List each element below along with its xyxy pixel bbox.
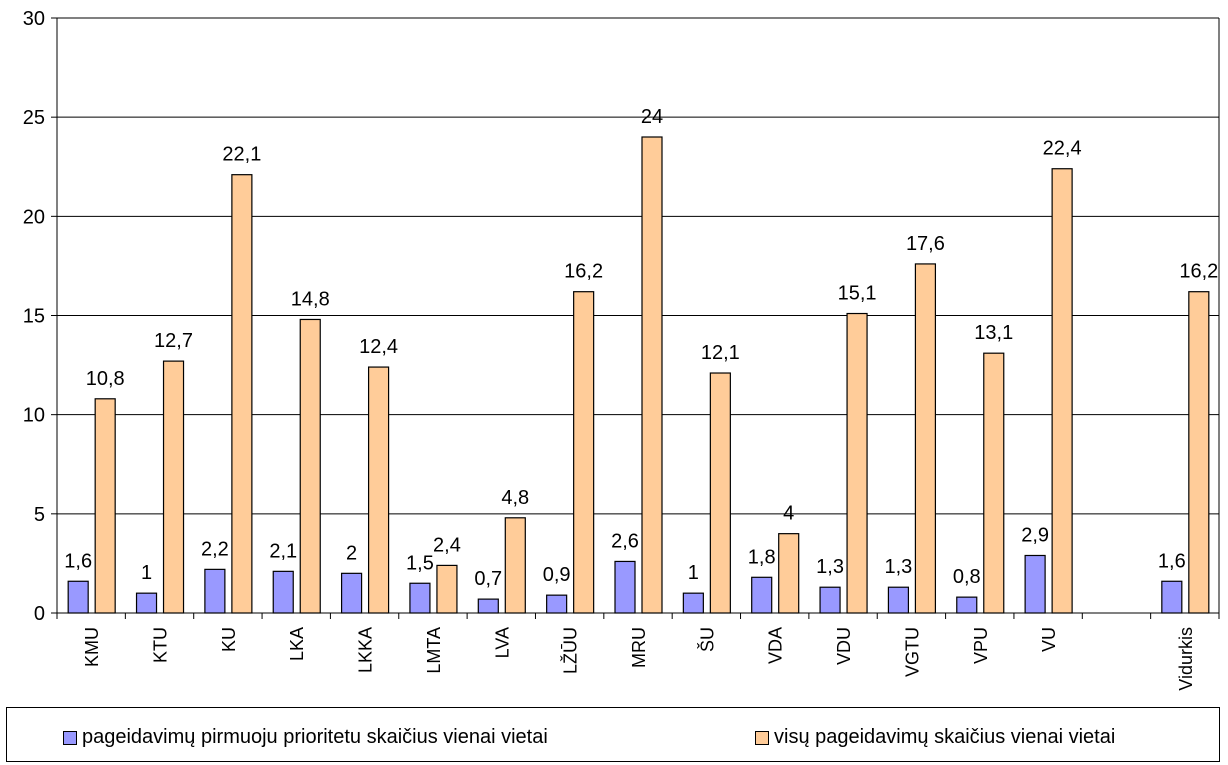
bar-s1-14	[1024, 554, 1046, 614]
data-label-s1-3: 2,1	[269, 540, 297, 562]
data-label-s2-2: 22,1	[222, 144, 261, 166]
bar-s2-9	[709, 372, 731, 614]
data-label-s2-13: 13,1	[974, 322, 1013, 344]
data-label-s2-5: 2,4	[433, 534, 461, 556]
data-label-s1-12: 1,3	[885, 556, 913, 578]
data-label-s2-16: 16,2	[1179, 261, 1218, 283]
bar-s2-14	[1051, 168, 1073, 614]
data-label-s2-1: 12,7	[154, 330, 193, 352]
x-tick-label-8: MRU	[629, 627, 649, 668]
bar-s1-6	[477, 598, 499, 614]
x-tick-label-5: LMTA	[424, 627, 444, 674]
x-tick-label-11: VDU	[834, 627, 854, 665]
data-label-s1-1: 1	[141, 562, 152, 584]
bar-s2-4	[367, 366, 390, 614]
bar-s2-0	[94, 398, 116, 614]
bar-s2-11	[846, 312, 868, 614]
bar-s2-5	[436, 564, 458, 614]
bar-s1-11	[819, 586, 841, 614]
legend-label-series-2: visų pageidavimų skaičius vienai vietai	[774, 726, 1116, 748]
bar-s1-9	[682, 592, 704, 614]
bar-s1-1	[135, 592, 158, 614]
y-tick-label-0: 0	[34, 603, 45, 625]
bar-s2-3	[299, 318, 321, 614]
bar-s2-6	[504, 517, 526, 614]
data-label-s1-9: 1	[688, 562, 699, 584]
bar-s2-7	[573, 291, 595, 614]
data-label-s1-2: 2,2	[201, 538, 229, 560]
bar-s2-2	[231, 174, 253, 614]
bar-s2-12	[914, 263, 937, 614]
bar-s1-3	[272, 570, 294, 614]
x-tick-label-4: LKKA	[356, 627, 376, 673]
data-label-s1-10: 1,8	[748, 546, 776, 568]
bar-s1-5	[409, 582, 431, 614]
bar-s1-10	[751, 576, 773, 614]
y-tick-label-5: 25	[23, 107, 45, 129]
y-tick-label-4: 20	[23, 206, 45, 228]
data-label-s2-9: 12,1	[701, 342, 740, 364]
bar-s1-16	[1161, 580, 1183, 614]
bar-chart: 0 5 10 15 20 25 30 1,6 1 2,2 2,1 2 1,5 0,7 0,9 2,6 1 1,8 1…	[23, 8, 1220, 691]
data-label-s1-13: 0,8	[953, 566, 981, 588]
legend-swatch-series-2	[755, 730, 769, 745]
data-label-s1-4: 2	[346, 542, 357, 564]
data-label-s2-11: 15,1	[838, 283, 877, 305]
x-tick-label-6: LVA	[492, 627, 512, 658]
bar-s1-8	[614, 560, 636, 614]
data-label-s2-6: 4,8	[501, 487, 529, 509]
data-label-s2-0: 10,8	[86, 368, 125, 390]
y-tick-label-1: 5	[34, 504, 45, 526]
y-tick-label-2: 10	[23, 405, 45, 427]
x-tick-label-1: KTU	[151, 627, 171, 663]
x-tick-label-13: VPU	[971, 627, 991, 664]
bar-s2-8	[641, 136, 663, 614]
bar-s1-7	[546, 594, 568, 614]
x-tick-label-14: VU	[1039, 627, 1059, 652]
legend-swatch-series-1	[63, 730, 77, 745]
bar-s1-13	[956, 596, 978, 614]
bar-s1-2	[204, 568, 226, 614]
data-label-s2-10: 4	[783, 503, 794, 525]
bar-s1-12	[887, 586, 910, 614]
bar-s2-10	[778, 533, 800, 614]
data-label-s2-4: 12,4	[359, 336, 398, 358]
x-tick-label-3: LKA	[287, 627, 307, 661]
data-label-s2-3: 14,8	[291, 288, 330, 310]
x-tick-label-0: KMU	[82, 627, 102, 667]
legend-item-series-2: visų pageidavimų skaičius vienai vietai	[755, 726, 1115, 749]
legend-item-series-1: pageidavimų pirmuoju prioritetu skaičius…	[63, 726, 548, 749]
data-label-s1-6: 0,7	[474, 568, 502, 590]
data-label-s1-0: 1,6	[64, 550, 92, 572]
y-tick-label-6: 30	[23, 8, 45, 30]
data-label-s1-8: 2,6	[611, 530, 639, 552]
bar-s2-16	[1188, 291, 1210, 614]
data-label-s1-7: 0,9	[543, 564, 571, 586]
x-tick-label-16: Vidurkis	[1176, 627, 1196, 691]
x-tick-label-12: VGTU	[902, 627, 922, 677]
chart-legend: pageidavimų pirmuoju prioritetu skaičius…	[6, 707, 1220, 762]
data-label-s1-14: 2,9	[1021, 524, 1049, 546]
data-label-s2-14: 22,4	[1043, 138, 1082, 160]
legend-label-series-1: pageidavimų pirmuoju prioritetu skaičius…	[82, 726, 548, 748]
bar-s2-13	[983, 352, 1005, 614]
bar-s2-1	[162, 360, 185, 614]
x-tick-label-9: ŠU	[696, 627, 717, 652]
data-label-s1-11: 1,3	[816, 556, 844, 578]
bar-s1-4	[340, 572, 363, 614]
y-tick-label-3: 15	[23, 306, 45, 328]
x-tick-label-2: KU	[219, 627, 239, 652]
data-label-s2-7: 16,2	[564, 261, 603, 283]
bar-s1-0	[67, 580, 89, 614]
data-label-s2-8: 24	[641, 106, 663, 128]
data-label-s1-16: 1,6	[1158, 550, 1186, 572]
x-tick-label-10: VDA	[766, 627, 786, 664]
data-label-s2-12: 17,6	[906, 233, 945, 255]
data-label-s1-5: 1,5	[406, 552, 434, 574]
x-tick-label-7: LŽŪU	[561, 627, 581, 674]
